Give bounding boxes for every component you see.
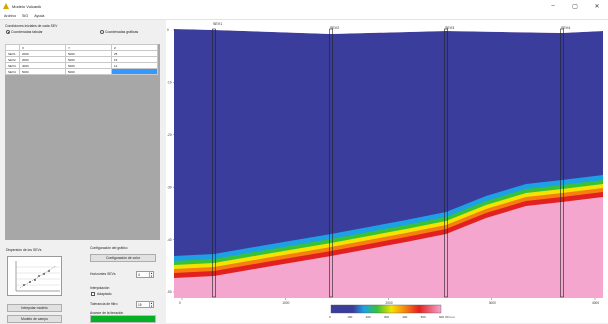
colorbar-tick-label: 200 xyxy=(366,315,371,319)
advance-label: Avance de la iteración xyxy=(90,311,124,315)
tolerance-label: Tolerancia de filtro xyxy=(90,302,118,306)
coordinates-grid[interactable]: X Y Z SEV1 2000 5000 25 SEV2 3000 5000 1… xyxy=(5,44,160,240)
y-tick-label: -30 xyxy=(167,185,172,189)
colorbar-tick-label: 300 xyxy=(384,315,389,319)
adjust-label: Adaptado xyxy=(97,292,112,296)
sevs-stepper[interactable]: 4 ▲ ▼ xyxy=(136,271,154,278)
config-label: Configuración del gráfico xyxy=(90,246,128,250)
x-tick-label: 2000 xyxy=(386,301,393,305)
sevs-value: 4 xyxy=(138,272,140,277)
menu-ayuda[interactable]: Ayuda xyxy=(34,13,45,18)
x-tick-label: 0 xyxy=(179,301,181,305)
iteration-progress xyxy=(90,315,156,323)
menu-archivo[interactable]: Archivo xyxy=(4,13,16,18)
maximize-button[interactable]: ▢ xyxy=(572,3,578,10)
sevs-label: Horizontes SEVs xyxy=(90,272,116,276)
coordinates-table[interactable]: X Y Z SEV1 2000 5000 25 SEV2 3000 5000 1… xyxy=(5,44,158,75)
sev-borehole xyxy=(560,28,564,298)
x-tick-label: 4000 xyxy=(592,301,599,305)
left-panel: Condiciones iniciales de cada SEV Coorde… xyxy=(2,20,162,323)
y-tick-label: -50 xyxy=(167,290,172,294)
title-bar: Modelo Vulcanik – ▢ ✕ xyxy=(0,0,608,12)
table-cell[interactable]: 5000 xyxy=(19,68,66,75)
dispersion-chart xyxy=(7,256,62,296)
menu-bar: Archivo SIG Ayuda xyxy=(0,12,608,20)
selected-cell[interactable] xyxy=(111,68,158,75)
colorbar-tick-label: 500 xyxy=(421,315,426,319)
sev-borehole xyxy=(212,28,216,298)
radio-tabular[interactable] xyxy=(6,30,10,34)
interpolate-model-button[interactable]: Interpolar modelo xyxy=(7,304,62,312)
colorbar-unit: Ohm·m xyxy=(445,315,456,319)
table-row[interactable]: SEV3 4000 5000 12 xyxy=(5,62,158,69)
tolerance-stepper[interactable]: 15 ▲ ▼ xyxy=(136,301,154,308)
radio-graphic-label: Coordenadas gráficas xyxy=(105,30,139,34)
band-pink xyxy=(174,197,603,298)
sky-mask xyxy=(174,20,603,34)
minimize-button[interactable]: – xyxy=(551,3,555,9)
y-tick-label: -20 xyxy=(167,133,172,137)
colorbar-tick-label: 100 xyxy=(347,315,352,319)
radio-tabular-label: Coordenadas tabular xyxy=(11,30,43,34)
sev-borehole xyxy=(329,28,333,298)
tolerance-value: 15 xyxy=(138,302,142,307)
progress-fill xyxy=(91,316,155,322)
interp-label: Interpolación xyxy=(90,286,110,290)
dispersion-plot xyxy=(15,261,60,292)
dispersion-label: Dispersión de los SEVs xyxy=(6,248,42,252)
sev-label: SEV4 xyxy=(561,26,570,30)
sev-label: SEV3 xyxy=(445,26,454,30)
radio-graphic[interactable] xyxy=(100,30,104,34)
plot-area: SEV1 SEV2 SEV3 SEV4 0 -10 -20 -30 -40 -50 0 1000 200… xyxy=(166,20,608,324)
window-title: Modelo Vulcanik xyxy=(12,3,42,9)
stepper-arrows-icon[interactable]: ▲ ▼ xyxy=(149,272,153,278)
colorbar-tick-label: 600 xyxy=(439,315,444,319)
colorbar-tick-label: 400 xyxy=(402,315,407,319)
table-cell[interactable]: 5000 xyxy=(65,68,112,75)
x-tick-label: 1000 xyxy=(282,301,289,305)
menu-sig[interactable]: SIG xyxy=(21,13,29,18)
initial-conditions-title: Condiciones iniciales de cada SEV xyxy=(5,24,58,28)
stepper-arrows-icon[interactable]: ▲ ▼ xyxy=(149,302,153,308)
colorbar-tick-label: 0 xyxy=(329,315,331,319)
y-tick-label: -10 xyxy=(167,81,172,85)
colorbar xyxy=(330,304,442,314)
y-tick-label: -40 xyxy=(167,238,172,242)
sev-borehole xyxy=(444,28,448,298)
sev-label: SEV2 xyxy=(330,26,339,30)
row-header[interactable]: SEV4 xyxy=(5,68,20,75)
close-button[interactable]: ✕ xyxy=(594,3,600,10)
sev-label: SEV1 xyxy=(213,22,222,26)
color-config-button[interactable]: Configuración de color xyxy=(90,254,156,262)
x-tick-label: 3000 xyxy=(489,301,496,305)
field-model-button[interactable]: Modelo de campo xyxy=(7,315,62,323)
y-tick-label: 0 xyxy=(167,28,169,32)
table-row[interactable]: SEV4 5000 5000 xyxy=(5,68,158,75)
app-icon xyxy=(3,3,9,9)
adjust-checkbox[interactable] xyxy=(91,292,95,296)
